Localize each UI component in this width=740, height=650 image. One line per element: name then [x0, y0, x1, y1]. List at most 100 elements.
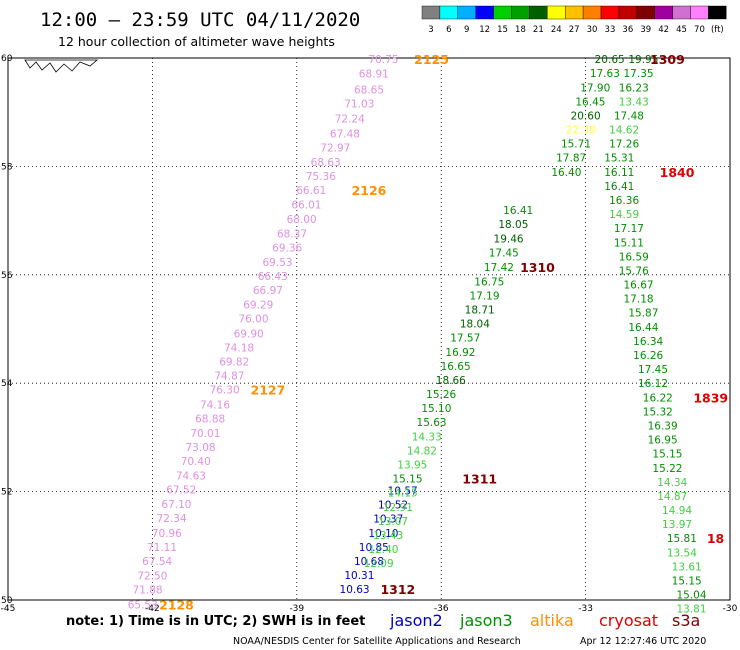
swh-value-jason3: 15.32 [643, 406, 673, 418]
legend-label: 39 [640, 25, 651, 35]
lat-lon-grid [8, 58, 730, 600]
legend-label: 45 [676, 25, 687, 35]
swh-value-jason3: 14.33 [412, 431, 442, 443]
swh-value-altika: 69.36 [272, 243, 302, 255]
swh-value-jason3: 18.66 [436, 375, 466, 387]
swh-value-altika: 74.16 [200, 399, 230, 411]
swh-value-jason3: 16.59 [619, 251, 649, 263]
legend-label: 24 [551, 25, 562, 35]
credit-text: NOAA/NESDIS Center for Satellite Applica… [233, 636, 521, 647]
swh-value-altika: 67.10 [161, 499, 191, 511]
swh-value-altika: 66.01 [291, 199, 321, 211]
swh-value-altika: 66.97 [253, 285, 283, 297]
swh-value-jason3: 14.15 [388, 488, 418, 500]
swh-value-jason3: 13.54 [667, 547, 697, 559]
x-tick-label: -30 [723, 604, 738, 614]
swh-value-jason2: 10.10 [368, 528, 398, 540]
footer: note: 1) Time is in UTC; 2) SWH is in fe… [66, 611, 706, 647]
x-tick-label: -36 [434, 604, 449, 614]
pass-number-label: 1310 [520, 260, 555, 275]
legend-label: 36 [622, 25, 633, 35]
swh-value-jason3: 13.43 [619, 96, 649, 108]
swh-value-altika: 76.00 [238, 314, 268, 326]
legend-label: 6 [446, 25, 451, 35]
swh-value-jason3: 15.04 [676, 590, 706, 602]
pass-number-label: 2125 [414, 52, 449, 67]
legend-swatch [547, 5, 566, 20]
swh-value-jason3: 18.05 [498, 219, 528, 231]
swh-value-jason3: 15.15 [392, 474, 422, 486]
swh-value-altika: 74.18 [224, 342, 254, 354]
footer-note: note: 1) Time is in UTC; 2) SWH is in fe… [66, 614, 365, 629]
swh-value-altika: 75.36 [306, 171, 336, 183]
timestamp-text: Apr 12 12:27:46 UTC 2020 [580, 636, 706, 647]
swh-value-jason3: 13.95 [397, 460, 427, 472]
swh-value-altika: 69.82 [219, 357, 249, 369]
legend-swatch [636, 5, 655, 20]
legend-swatch [708, 5, 727, 20]
swh-value-jason3: 14.82 [407, 445, 437, 457]
legend-label: 18 [515, 25, 526, 35]
swh-value-jason3: 12.91 [383, 502, 413, 514]
swh-value-altika: 76.30 [210, 385, 240, 397]
pass-number-label: 2126 [352, 183, 387, 198]
swh-value-altika: 70.01 [190, 428, 220, 440]
swh-value-jason3: 17.17 [614, 223, 644, 235]
swh-value-altika: 69.90 [234, 328, 264, 340]
wave-height-values: 70.75 68.91 68.65 71.03 72.24 67.48 72.97 68.63… [128, 52, 728, 616]
swh-value-jason3: 15.22 [652, 463, 682, 475]
swh-value-altika: 68.63 [311, 157, 341, 169]
x-tick-label: -33 [578, 604, 593, 614]
x-tick-label: -42 [145, 604, 160, 614]
swh-value-jason3: 15.10 [421, 403, 451, 415]
legend-swatch [493, 5, 512, 20]
swh-value-jason3: 16.12 [638, 378, 668, 390]
chart-subtitle: 12 hour collection of altimeter wave hei… [58, 34, 335, 49]
swh-value-jason2: 10.31 [344, 570, 374, 582]
swh-value-jason3: 16.26 [633, 350, 663, 362]
swh-value-jason3: 17.35 [624, 68, 654, 80]
swh-value-jason3: 17.45 [489, 248, 519, 260]
swh-value-jason3: 16.95 [648, 435, 678, 447]
swh-value-jason2: 10.63 [340, 584, 370, 596]
swh-value-jason3: 19.95 [628, 54, 658, 66]
swh-value-altika: 68.00 [287, 214, 317, 226]
swh-value-jason3: 15.31 [604, 153, 634, 165]
legend-label: 27 [569, 25, 580, 35]
swh-value-jason3: 17.19 [469, 290, 499, 302]
swh-value-jason3: 16.92 [445, 347, 475, 359]
legend-label: 21 [533, 25, 544, 35]
legend-swatch [529, 5, 548, 20]
swh-value-jason3: 16.67 [624, 280, 654, 292]
swh-value-altika: 66.43 [258, 271, 288, 283]
y-tick-label: 50 [1, 596, 13, 606]
swh-value-jason3: 20.60 [571, 110, 601, 122]
swh-value-jason3: 16.39 [648, 420, 678, 432]
swh-value-jason3: 19.46 [494, 233, 524, 245]
swh-value-jason3: 16.44 [628, 322, 658, 334]
swh-value-jason3: 15.11 [614, 237, 644, 249]
legend-swatch [565, 5, 584, 20]
swh-value-jason3: 16.75 [474, 276, 504, 288]
legend-label: 42 [658, 25, 669, 35]
swh-value-jason3: 16.41 [604, 181, 634, 193]
swh-value-altika: 71.11 [147, 542, 177, 554]
swh-value-altika: 72.34 [157, 513, 187, 525]
legend-label: 3 [428, 25, 433, 35]
swh-value-jason3: 12.09 [364, 558, 394, 570]
swh-value-jason3: 16.34 [633, 336, 663, 348]
swh-value-jason3: 15.15 [652, 449, 682, 461]
swh-value-jason3: 14.59 [609, 209, 639, 221]
swh-value-altika: 68.91 [359, 69, 389, 81]
swh-value-jason3: 14.62 [609, 125, 639, 137]
legend-label: 30 [587, 25, 598, 35]
swh-value-jason3: 13.61 [672, 561, 702, 573]
legend-swatch [690, 5, 709, 20]
swh-value-altika: 71.03 [344, 99, 374, 111]
swh-value-jason3: 15.81 [667, 533, 697, 545]
swh-value-altika: 70.96 [152, 528, 182, 540]
y-tick-label: 58 [1, 162, 13, 172]
legend-label: 33 [605, 25, 616, 35]
swh-value-jason3: 15.71 [561, 139, 591, 151]
swh-value-jason3: 17.63 [590, 68, 620, 80]
